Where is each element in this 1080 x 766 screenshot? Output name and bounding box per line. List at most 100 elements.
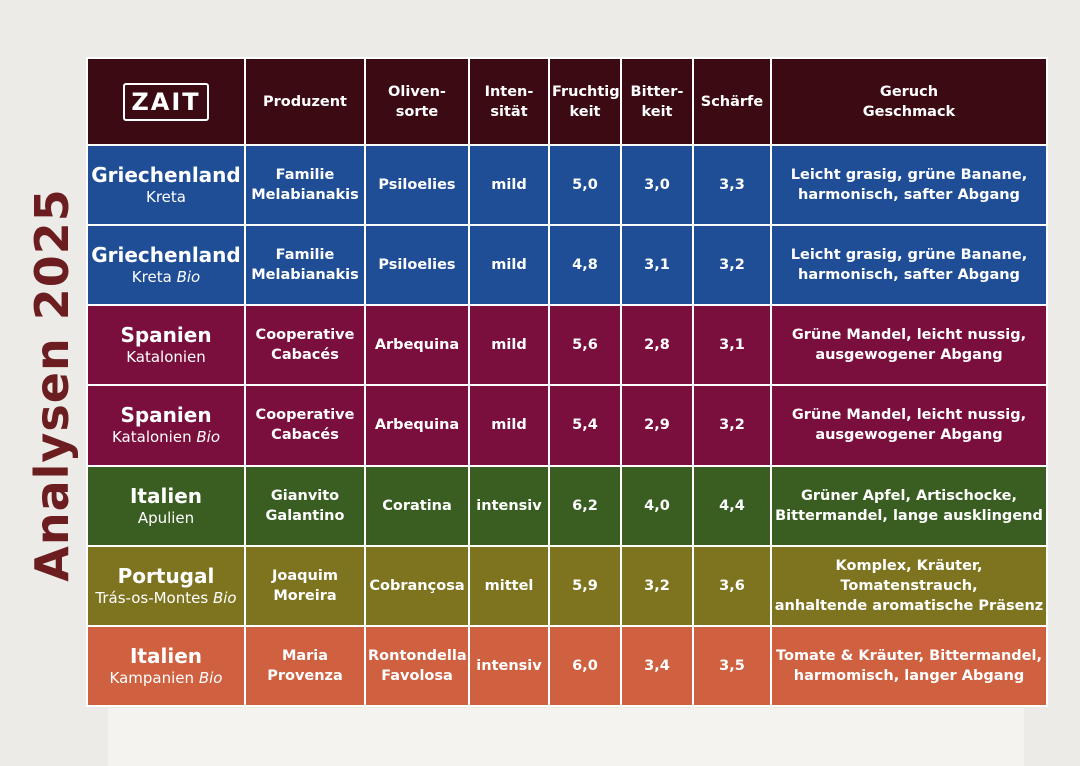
intensity-value: intensiv — [476, 657, 542, 674]
taste-cell: Grüne Mandel, leicht nussig, ausgewogener… — [772, 306, 1046, 385]
taste-line: ausgewogener Abgang — [815, 427, 1003, 444]
producer-line: Galantino — [265, 507, 345, 524]
intensity-cell: mittel — [470, 546, 548, 625]
table-row: Spanien Katalonien Cooperative Cabacés Arbeq… — [88, 306, 1046, 385]
fruit-value: 6,2 — [572, 497, 598, 514]
bitter-value: 4,0 — [644, 497, 670, 514]
fruit-cell: 5,6 — [550, 306, 620, 385]
fruit-value: 4,8 — [572, 257, 598, 274]
producer-line: Familie — [275, 247, 335, 264]
fruit-cell: 5,4 — [550, 386, 620, 465]
origin-cell: Portugal Trás-os-Montes Bio — [88, 546, 244, 625]
region-line: Kreta Bio — [90, 267, 242, 287]
producer-line: Familie — [275, 167, 335, 184]
producer-line: Moreira — [273, 587, 337, 604]
zait-logo: ZAIT — [123, 82, 209, 121]
fruit-cell: 6,2 — [550, 466, 620, 545]
producer-line: Maria — [281, 647, 329, 664]
header-line: Geruch — [879, 83, 939, 100]
country-label: Griechenland — [91, 163, 241, 188]
taste-cell: Tomate & Kräuter, Bittermandel, harmomisc… — [772, 626, 1046, 705]
bio-label: Bio — [198, 668, 223, 687]
intensity-cell: intensiv — [470, 466, 548, 545]
region-line: Trás-os-Montes Bio — [90, 588, 242, 608]
origin-cell: Griechenland Kreta Bio — [88, 226, 244, 305]
region-label: Kampanien — [109, 668, 195, 687]
olive-cell: Psiloelies — [366, 146, 468, 225]
bitter-value: 2,8 — [644, 337, 670, 354]
bitter-value: 3,1 — [644, 257, 670, 274]
taste-line: Grüne Mandel, leicht nussig, — [791, 327, 1027, 344]
region-label: Trás-os-Montes — [95, 588, 209, 607]
table-row: Griechenland Kreta Familie Melabianakis Psil… — [88, 146, 1046, 225]
origin-cell: Griechenland Kreta — [88, 146, 244, 225]
taste-line: harmomisch, langer Abgang — [793, 667, 1025, 684]
country-label: Griechenland — [91, 243, 241, 268]
origin-cell: Italien Kampanien Bio — [88, 626, 244, 705]
analysis-table: ZAIT Produzent Oliven-sorte Inten-sität … — [86, 57, 1048, 707]
producer-cell: Maria Provenza — [246, 626, 364, 705]
taste-line: Leicht grasig, grüne Banane, — [790, 167, 1028, 184]
taste-line: Leicht grasig, grüne Banane, — [790, 247, 1028, 264]
country-label: Portugal — [117, 563, 215, 588]
olive-cell: Rontondella Favolosa — [366, 626, 468, 705]
taste-cell: Komplex, Kräuter, Tomatenstrauch, anhalte… — [772, 546, 1046, 625]
intensity-value: mild — [491, 417, 527, 434]
country-label: Spanien — [120, 323, 212, 348]
header-olive: Oliven-sorte — [366, 59, 468, 144]
olive-line: Favolosa — [381, 667, 453, 684]
bitter-cell: 3,0 — [622, 146, 692, 225]
table-row: Spanien Katalonien Bio Cooperative Cabacés A… — [88, 386, 1046, 465]
header-line: Bitter- — [630, 83, 684, 100]
producer-cell: Cooperative Cabacés — [246, 306, 364, 385]
country-label: Spanien — [120, 403, 212, 428]
header-line: Geschmack — [862, 103, 956, 120]
producer-line: Gianvito — [270, 487, 340, 504]
taste-line: Grüner Apfel, Artischocke, — [801, 487, 1017, 504]
region-label: Katalonien — [126, 348, 206, 367]
producer-line: Provenza — [267, 667, 343, 684]
header-taste: Geruch Geschmack — [772, 59, 1046, 144]
olive-cell: Arbequina — [366, 386, 468, 465]
taste-line: anhaltende aromatische Präsenz — [774, 597, 1044, 614]
sharp-value: 4,4 — [719, 497, 745, 514]
intensity-cell: mild — [470, 226, 548, 305]
header-line: sität — [490, 103, 528, 120]
logo-cell: ZAIT — [88, 59, 244, 144]
fruit-value: 5,0 — [572, 177, 598, 194]
producer-line: Melabianakis — [251, 187, 359, 204]
region-line: Apulien — [90, 508, 242, 528]
country-label: Italien — [129, 483, 202, 508]
region-line: Katalonien Bio — [90, 427, 242, 447]
sharp-cell: 4,4 — [694, 466, 770, 545]
fruit-cell: 4,8 — [550, 226, 620, 305]
bitter-cell: 3,2 — [622, 546, 692, 625]
sharp-value: 3,2 — [719, 417, 745, 434]
taste-line: Komplex, Kräuter, Tomatenstrauch, — [835, 557, 983, 594]
intensity-value: intensiv — [476, 497, 542, 514]
country-label: Italien — [129, 643, 202, 668]
producer-line: Cooperative — [255, 407, 355, 424]
intensity-value: mittel — [484, 577, 534, 594]
intensity-cell: mild — [470, 386, 548, 465]
fruit-cell: 6,0 — [550, 626, 620, 705]
fruit-value: 5,4 — [572, 417, 598, 434]
producer-cell: Cooperative Cabacés — [246, 386, 364, 465]
intensity-value: mild — [491, 257, 527, 274]
producer-line: Melabianakis — [251, 267, 359, 284]
table-row: Italien Apulien Gianvito Galantino Coratina i… — [88, 466, 1046, 545]
page-shadow — [108, 708, 1024, 766]
producer-line: Joaquim — [272, 567, 338, 584]
olive-line: Arbequina — [374, 337, 460, 354]
region-label: Katalonien — [111, 428, 192, 447]
taste-cell: Leicht grasig, grüne Banane, harmonisch, … — [772, 146, 1046, 225]
producer-cell: Joaquim Moreira — [246, 546, 364, 625]
fruit-value: 6,0 — [572, 657, 598, 674]
bitter-value: 3,2 — [644, 577, 670, 594]
olive-cell: Coratina — [366, 466, 468, 545]
taste-line: ausgewogener Abgang — [815, 347, 1003, 364]
origin-cell: Spanien Katalonien — [88, 306, 244, 385]
sharp-value: 3,6 — [719, 577, 745, 594]
table-row: Griechenland Kreta Bio Familie Melabianakis… — [88, 226, 1046, 305]
taste-cell: Grüner Apfel, Artischocke, Bittermandel, … — [772, 466, 1046, 545]
